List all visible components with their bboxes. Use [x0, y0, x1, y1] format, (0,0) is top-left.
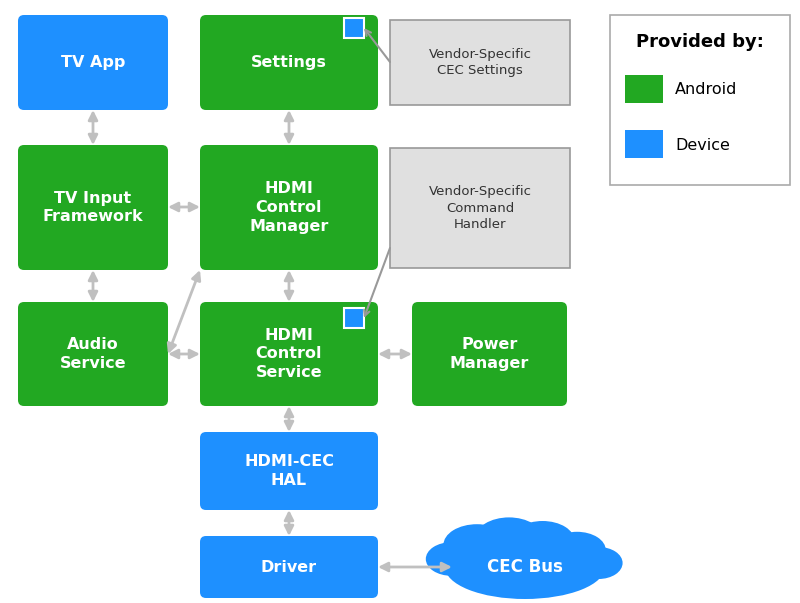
Text: TV Input
Framework: TV Input Framework: [42, 191, 143, 224]
Bar: [610, 15, 790, 185]
Ellipse shape: [426, 542, 477, 576]
Text: HDMI-CEC
HAL: HDMI-CEC HAL: [244, 454, 334, 488]
Text: Driver: Driver: [261, 560, 317, 575]
FancyBboxPatch shape: [200, 302, 378, 406]
FancyBboxPatch shape: [18, 302, 168, 406]
Bar: [390, 20, 570, 105]
Text: Vendor-Specific
Command
Handler: Vendor-Specific Command Handler: [429, 186, 531, 230]
FancyBboxPatch shape: [412, 302, 567, 406]
Bar: [625, 130, 663, 158]
Text: CEC Bus: CEC Bus: [487, 558, 563, 576]
Text: Android: Android: [675, 83, 738, 98]
Bar: [625, 75, 663, 103]
Bar: [344, 18, 364, 38]
Ellipse shape: [475, 517, 542, 559]
FancyBboxPatch shape: [18, 15, 168, 110]
FancyBboxPatch shape: [18, 145, 168, 270]
FancyBboxPatch shape: [200, 145, 378, 270]
Ellipse shape: [574, 547, 622, 579]
Text: TV App: TV App: [61, 55, 125, 70]
Ellipse shape: [548, 532, 606, 569]
Bar: [390, 148, 570, 268]
Ellipse shape: [443, 524, 510, 566]
Text: HDMI
Control
Service: HDMI Control Service: [256, 328, 322, 380]
FancyBboxPatch shape: [200, 15, 378, 110]
Text: Provided by:: Provided by:: [636, 33, 764, 51]
FancyBboxPatch shape: [200, 536, 378, 598]
Text: Settings: Settings: [251, 55, 327, 70]
Ellipse shape: [445, 535, 605, 599]
Text: Audio
Service: Audio Service: [60, 337, 126, 371]
Text: HDMI
Control
Manager: HDMI Control Manager: [250, 182, 329, 233]
Text: Power
Manager: Power Manager: [450, 337, 529, 371]
Text: Vendor-Specific
CEC Settings: Vendor-Specific CEC Settings: [429, 48, 531, 77]
Ellipse shape: [510, 521, 574, 561]
FancyBboxPatch shape: [200, 432, 378, 510]
Text: Device: Device: [675, 137, 730, 153]
Bar: [344, 308, 364, 328]
